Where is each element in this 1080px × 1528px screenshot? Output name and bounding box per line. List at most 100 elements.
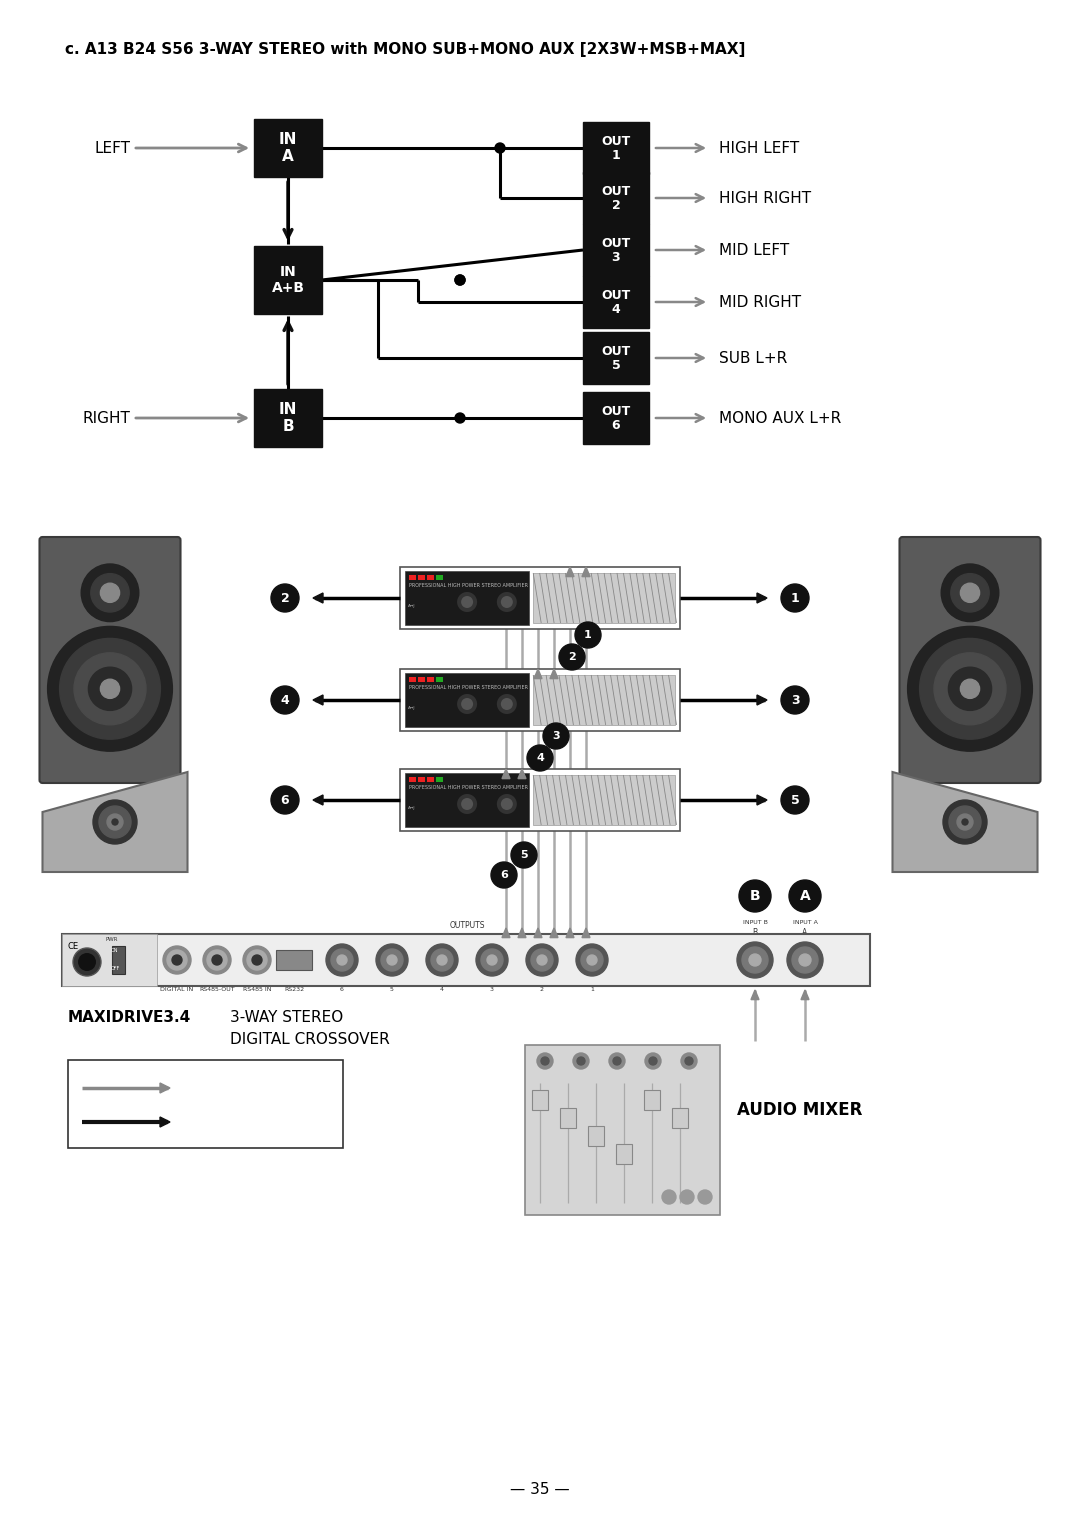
- Bar: [62, 934, 157, 986]
- Bar: [583, 173, 649, 225]
- Circle shape: [950, 573, 989, 613]
- Circle shape: [271, 686, 299, 714]
- Circle shape: [613, 1057, 621, 1065]
- Circle shape: [576, 944, 608, 976]
- Circle shape: [387, 955, 397, 966]
- Circle shape: [575, 622, 600, 648]
- Text: ON: ON: [111, 947, 119, 952]
- Text: PROFESSIONAL HIGH POWER STEREO AMPLIFIER: PROFESSIONAL HIGH POWER STEREO AMPLIFIER: [409, 685, 528, 689]
- Text: IN
A: IN A: [279, 133, 297, 163]
- Circle shape: [59, 639, 161, 740]
- Circle shape: [645, 1053, 661, 1070]
- Bar: [427, 575, 434, 581]
- Circle shape: [792, 947, 818, 973]
- Text: OUT
2: OUT 2: [602, 185, 631, 211]
- Text: RS485-OUT: RS485-OUT: [199, 987, 234, 992]
- Text: SUB L+R: SUB L+R: [719, 350, 787, 365]
- Polygon shape: [160, 1083, 170, 1093]
- Text: OUT
4: OUT 4: [602, 289, 631, 315]
- Circle shape: [497, 591, 517, 613]
- Circle shape: [537, 1053, 553, 1070]
- Text: MONO AUX L+R: MONO AUX L+R: [719, 411, 841, 425]
- Text: RS232: RS232: [284, 987, 305, 992]
- Bar: [276, 950, 312, 970]
- Bar: [436, 575, 443, 581]
- Circle shape: [457, 795, 477, 814]
- Circle shape: [75, 652, 146, 724]
- Circle shape: [167, 950, 187, 970]
- Circle shape: [337, 955, 347, 966]
- Text: MAXIDRIVE3.4: MAXIDRIVE3.4: [68, 1010, 191, 1025]
- Circle shape: [91, 573, 130, 613]
- Circle shape: [543, 723, 569, 749]
- Circle shape: [207, 950, 227, 970]
- Text: 4: 4: [440, 987, 444, 992]
- Text: 6: 6: [500, 869, 508, 880]
- Text: POWER: POWER: [186, 1114, 249, 1129]
- Circle shape: [497, 795, 517, 814]
- Circle shape: [781, 785, 809, 814]
- Text: 5: 5: [521, 850, 528, 860]
- Text: B: B: [753, 927, 757, 937]
- Circle shape: [455, 275, 465, 286]
- Text: A: A: [799, 889, 810, 903]
- Polygon shape: [550, 927, 558, 938]
- Bar: [409, 677, 416, 681]
- Circle shape: [742, 947, 768, 973]
- Text: IN
A+B: IN A+B: [271, 266, 305, 295]
- Circle shape: [501, 798, 513, 810]
- Circle shape: [112, 819, 118, 825]
- Circle shape: [943, 801, 987, 843]
- Text: 3: 3: [552, 730, 559, 741]
- Polygon shape: [582, 567, 590, 576]
- Text: DIGITAL CROSSOVER: DIGITAL CROSSOVER: [230, 1031, 390, 1047]
- Circle shape: [737, 941, 773, 978]
- Circle shape: [203, 946, 231, 973]
- Text: PROFESSIONAL HIGH POWER STEREO AMPLIFIER: PROFESSIONAL HIGH POWER STEREO AMPLIFIER: [409, 784, 528, 790]
- Circle shape: [247, 950, 267, 970]
- Bar: [400, 769, 680, 831]
- Polygon shape: [892, 772, 1038, 872]
- Bar: [583, 277, 649, 329]
- Circle shape: [326, 944, 357, 976]
- Polygon shape: [518, 927, 526, 938]
- Bar: [583, 122, 649, 174]
- Circle shape: [781, 584, 809, 613]
- Bar: [427, 778, 434, 782]
- Bar: [588, 1126, 604, 1146]
- Text: 3: 3: [490, 987, 494, 992]
- Bar: [418, 575, 426, 581]
- Bar: [400, 567, 680, 630]
- Bar: [532, 1089, 548, 1109]
- Bar: [436, 677, 443, 681]
- Text: 5: 5: [390, 987, 394, 992]
- Circle shape: [948, 668, 991, 711]
- Polygon shape: [566, 927, 573, 938]
- Text: INPUT A: INPUT A: [793, 920, 818, 924]
- Polygon shape: [757, 593, 767, 604]
- Circle shape: [739, 880, 771, 912]
- Bar: [68, 1060, 343, 1148]
- Circle shape: [962, 819, 968, 825]
- Text: 3: 3: [791, 694, 799, 706]
- Polygon shape: [42, 772, 188, 872]
- Circle shape: [461, 698, 473, 711]
- Polygon shape: [502, 769, 510, 779]
- Polygon shape: [313, 795, 323, 805]
- Polygon shape: [160, 1117, 170, 1128]
- Polygon shape: [534, 927, 542, 938]
- Circle shape: [476, 944, 508, 976]
- Text: IN
B: IN B: [279, 402, 297, 434]
- Text: PROFESSIONAL HIGH POWER STEREO AMPLIFIER: PROFESSIONAL HIGH POWER STEREO AMPLIFIER: [409, 582, 528, 587]
- FancyBboxPatch shape: [900, 536, 1040, 782]
- Text: 1: 1: [791, 591, 799, 605]
- Circle shape: [271, 584, 299, 613]
- Text: INPUT B: INPUT B: [743, 920, 768, 924]
- Polygon shape: [313, 695, 323, 704]
- Circle shape: [487, 955, 497, 966]
- Circle shape: [609, 1053, 625, 1070]
- Circle shape: [243, 946, 271, 973]
- Text: SIGNAL: SIGNAL: [186, 1080, 249, 1096]
- Bar: [418, 677, 426, 681]
- Text: RS485 IN: RS485 IN: [243, 987, 271, 992]
